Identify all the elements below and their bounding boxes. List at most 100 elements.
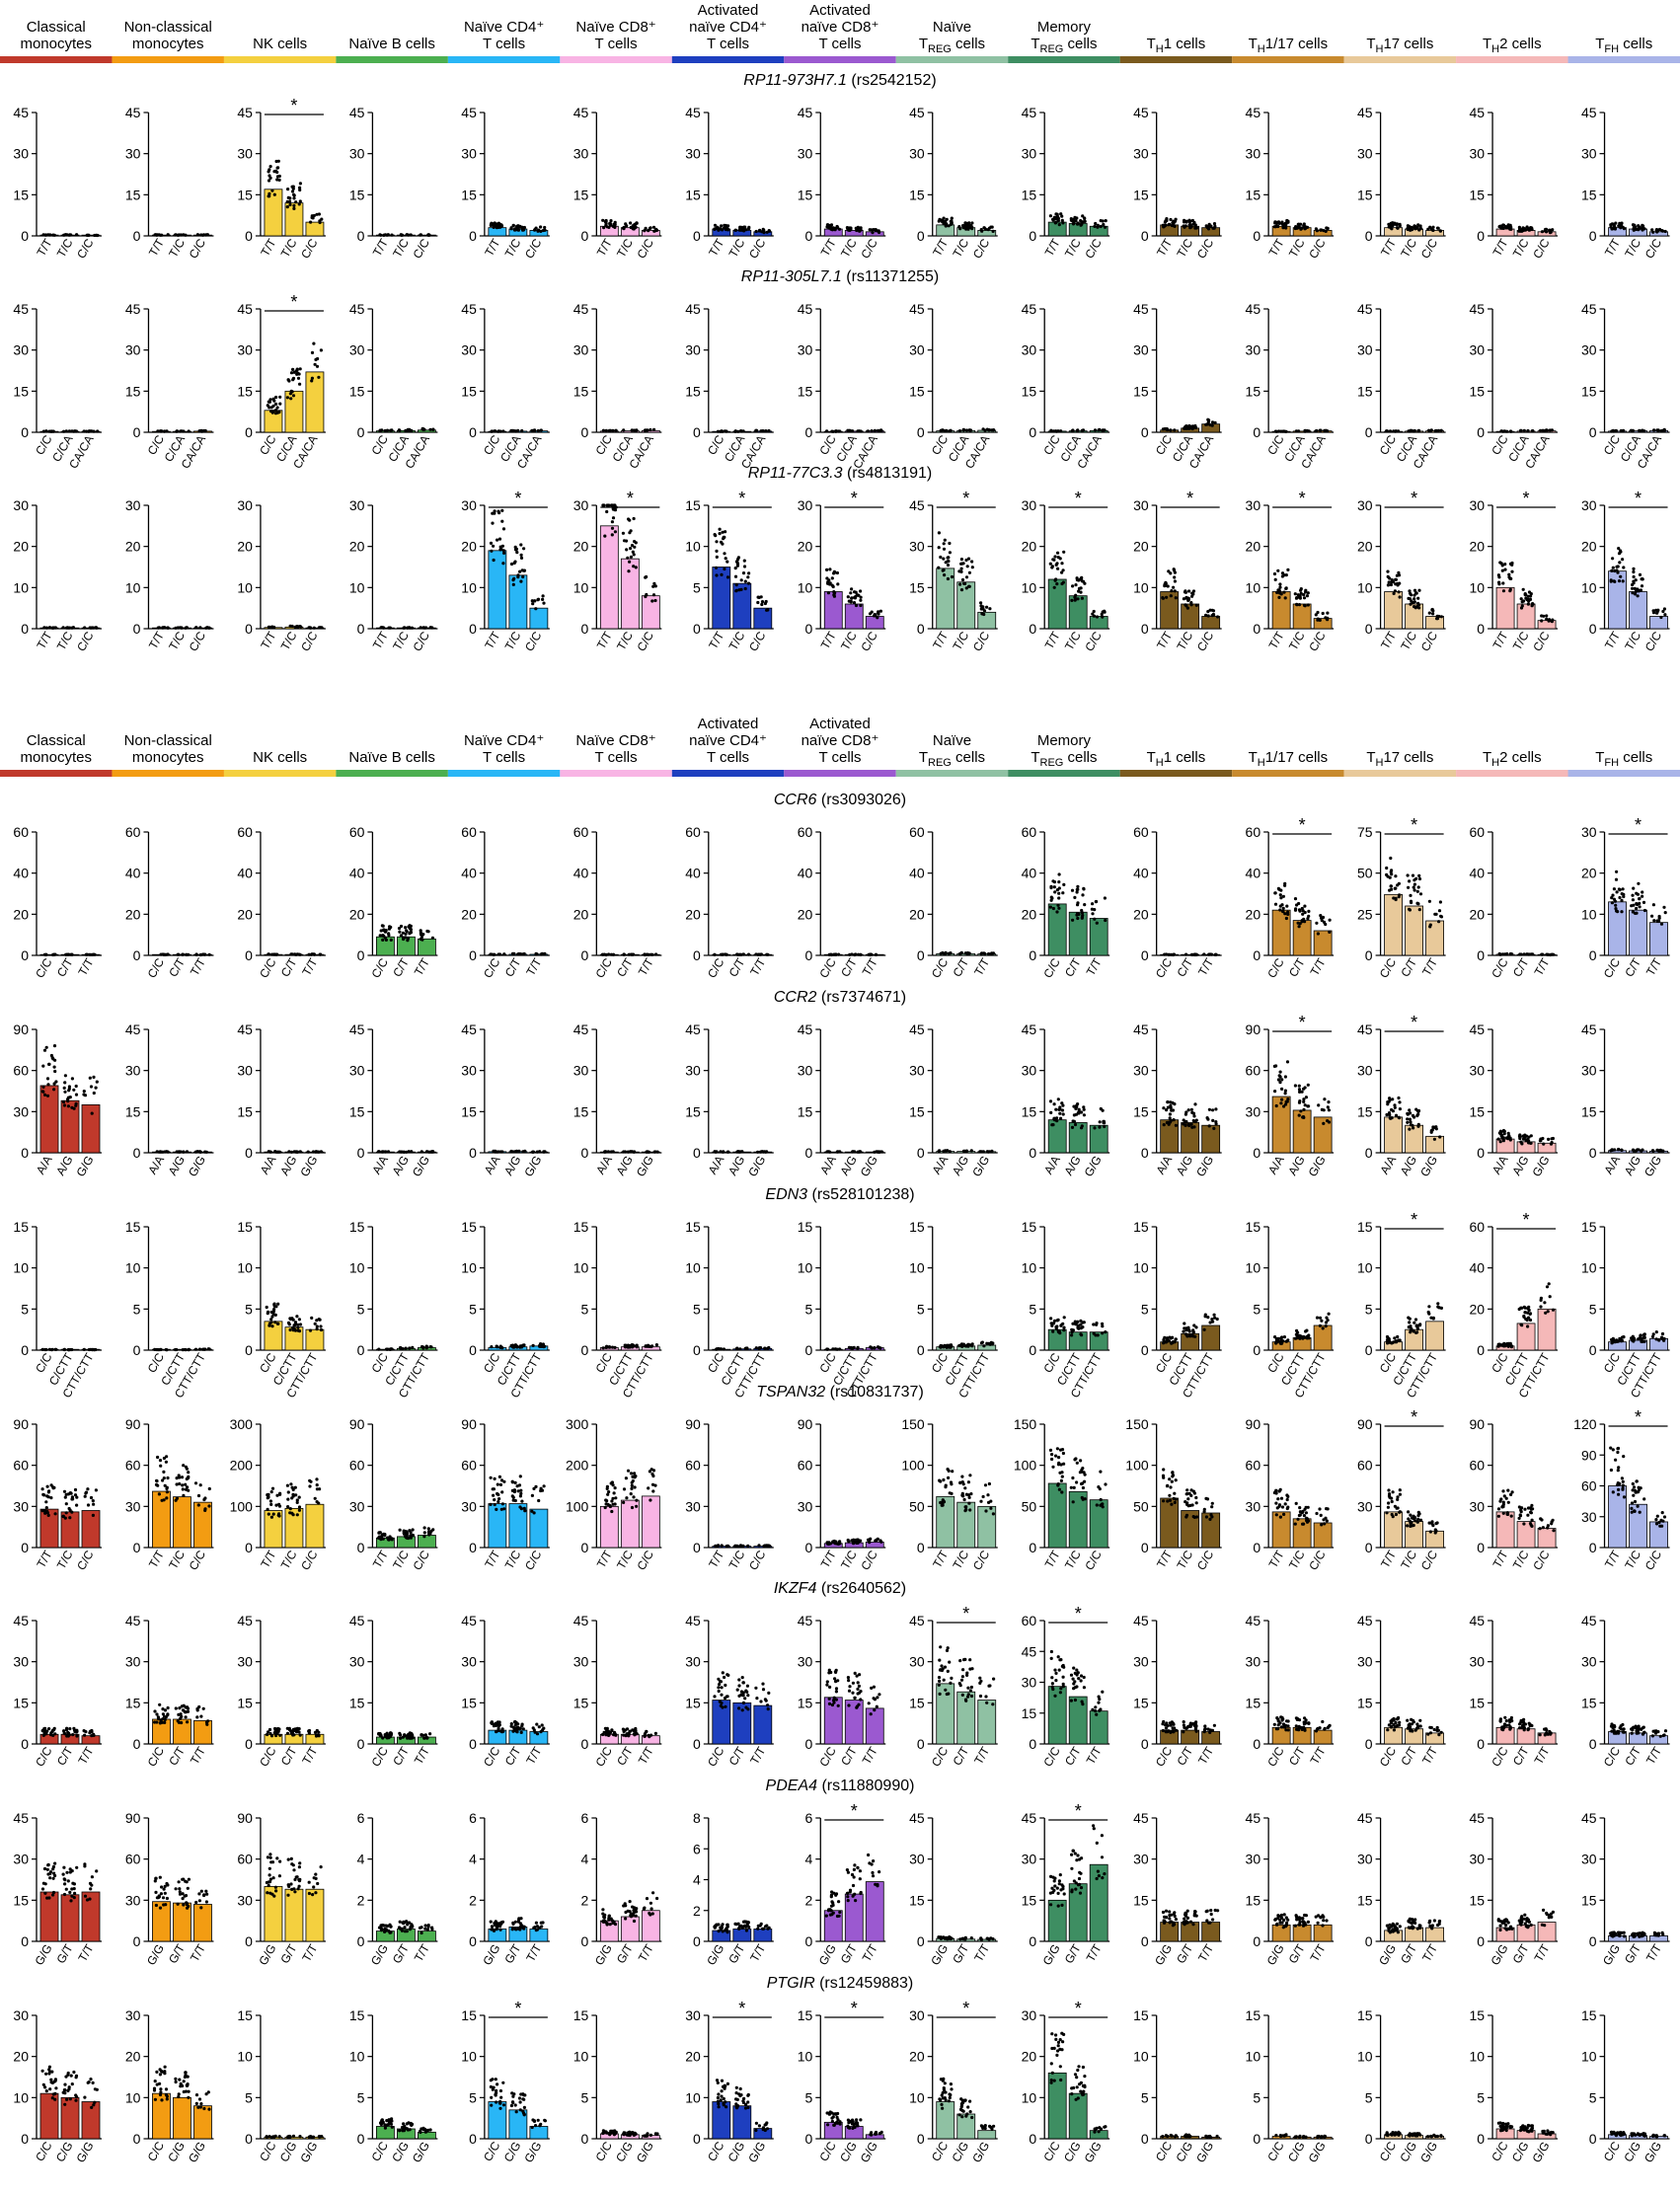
gene-row: EDN3 (rs528101238)051015C/CC/CTTCTT/CTT0…: [13, 1186, 1670, 1400]
y-tick-label: 40: [461, 866, 477, 881]
data-point: [1186, 1108, 1190, 1112]
data-point: [1322, 229, 1326, 233]
y-tick-label: 45: [237, 105, 253, 120]
data-point: [1187, 1329, 1191, 1333]
data-point: [1094, 1333, 1098, 1337]
data-point: [767, 428, 771, 433]
significance-star: *: [290, 96, 297, 115]
x-category-label: A/A: [258, 1154, 279, 1177]
data-point: [290, 189, 295, 193]
data-point: [288, 1317, 293, 1322]
data-point: [1173, 579, 1177, 583]
y-tick-label: 40: [125, 866, 141, 881]
data-point: [295, 1315, 299, 1319]
y-tick-label: 30: [461, 1063, 477, 1079]
data-point: [1385, 1112, 1389, 1117]
data-point: [63, 1081, 67, 1085]
x-category-label: G/G: [521, 1154, 544, 1179]
data-point: [760, 602, 764, 607]
data-point: [944, 1149, 948, 1153]
y-tick-label: 30: [1246, 146, 1261, 162]
data-point: [267, 952, 270, 956]
data-point: [62, 1103, 66, 1107]
data-point: [1395, 222, 1399, 226]
data-point: [1408, 226, 1413, 230]
data-point: [1327, 1100, 1331, 1104]
y-tick-label: 30: [798, 497, 813, 513]
data-point: [1609, 578, 1613, 582]
data-point: [521, 228, 525, 232]
data-point: [94, 1347, 98, 1352]
data-point: [1618, 895, 1622, 900]
data-point: [1438, 1135, 1442, 1139]
data-point: [1652, 919, 1656, 923]
data-point: [746, 575, 750, 579]
data-point: [1615, 568, 1619, 572]
data-point: [1611, 222, 1615, 226]
data-point: [1060, 562, 1064, 566]
y-tick-label: 0: [1029, 1342, 1036, 1358]
y-tick-label: 0: [469, 228, 477, 244]
data-point: [1069, 217, 1073, 221]
y-tick-label: 20: [798, 906, 813, 922]
y-tick-label: 5: [693, 579, 701, 595]
data-point: [969, 223, 973, 228]
data-point: [1056, 551, 1060, 555]
data-point: [725, 952, 728, 956]
y-tick-label: 0: [804, 424, 812, 440]
data-point: [1388, 1340, 1392, 1344]
x-category-label: C/C: [816, 955, 839, 980]
data-point: [960, 577, 965, 582]
data-point: [298, 182, 302, 186]
data-point: [509, 562, 514, 567]
bar: [977, 1344, 997, 1351]
data-point: [1166, 1100, 1170, 1104]
data-point: [1207, 1124, 1211, 1128]
data-point: [1057, 906, 1061, 910]
data-point: [1506, 1131, 1510, 1135]
y-tick-label: 30: [1133, 146, 1149, 162]
data-point: [1188, 219, 1192, 223]
data-point: [979, 604, 983, 608]
significance-star: *: [851, 489, 858, 508]
data-point: [1189, 1122, 1193, 1126]
data-point: [1391, 224, 1395, 228]
data-point: [518, 1344, 522, 1348]
data-point: [1297, 908, 1302, 912]
data-point: [1396, 1334, 1400, 1339]
data-point: [836, 582, 840, 586]
y-tick-label: 15: [237, 383, 253, 399]
data-point: [1406, 873, 1410, 877]
x-category-label: A/G: [1174, 1154, 1195, 1178]
x-category-label: C/C: [1489, 955, 1511, 980]
data-point: [1614, 907, 1618, 911]
y-tick-label: 0: [917, 947, 925, 963]
data-point: [542, 1150, 546, 1154]
data-point: [493, 221, 496, 225]
data-point: [1429, 1130, 1433, 1134]
data-point: [1294, 1332, 1298, 1336]
cell-type-label: Non-classical: [124, 732, 212, 749]
x-category-label: T/C: [1062, 629, 1084, 652]
data-point: [1418, 892, 1423, 896]
data-point: [970, 221, 974, 225]
data-point: [275, 175, 280, 179]
y-tick-label: 0: [1477, 424, 1485, 440]
y-tick-label: 0: [804, 947, 812, 963]
data-point: [267, 168, 271, 172]
data-point: [1283, 883, 1287, 887]
data-point: [1057, 891, 1061, 895]
data-point: [957, 952, 962, 956]
cell-type-label: Naïve: [933, 19, 971, 36]
data-point: [859, 589, 863, 593]
data-point: [1280, 1078, 1284, 1082]
y-tick-label: 15: [461, 1219, 477, 1235]
data-point: [837, 952, 841, 956]
data-point: [937, 546, 941, 550]
data-point: [428, 427, 432, 431]
